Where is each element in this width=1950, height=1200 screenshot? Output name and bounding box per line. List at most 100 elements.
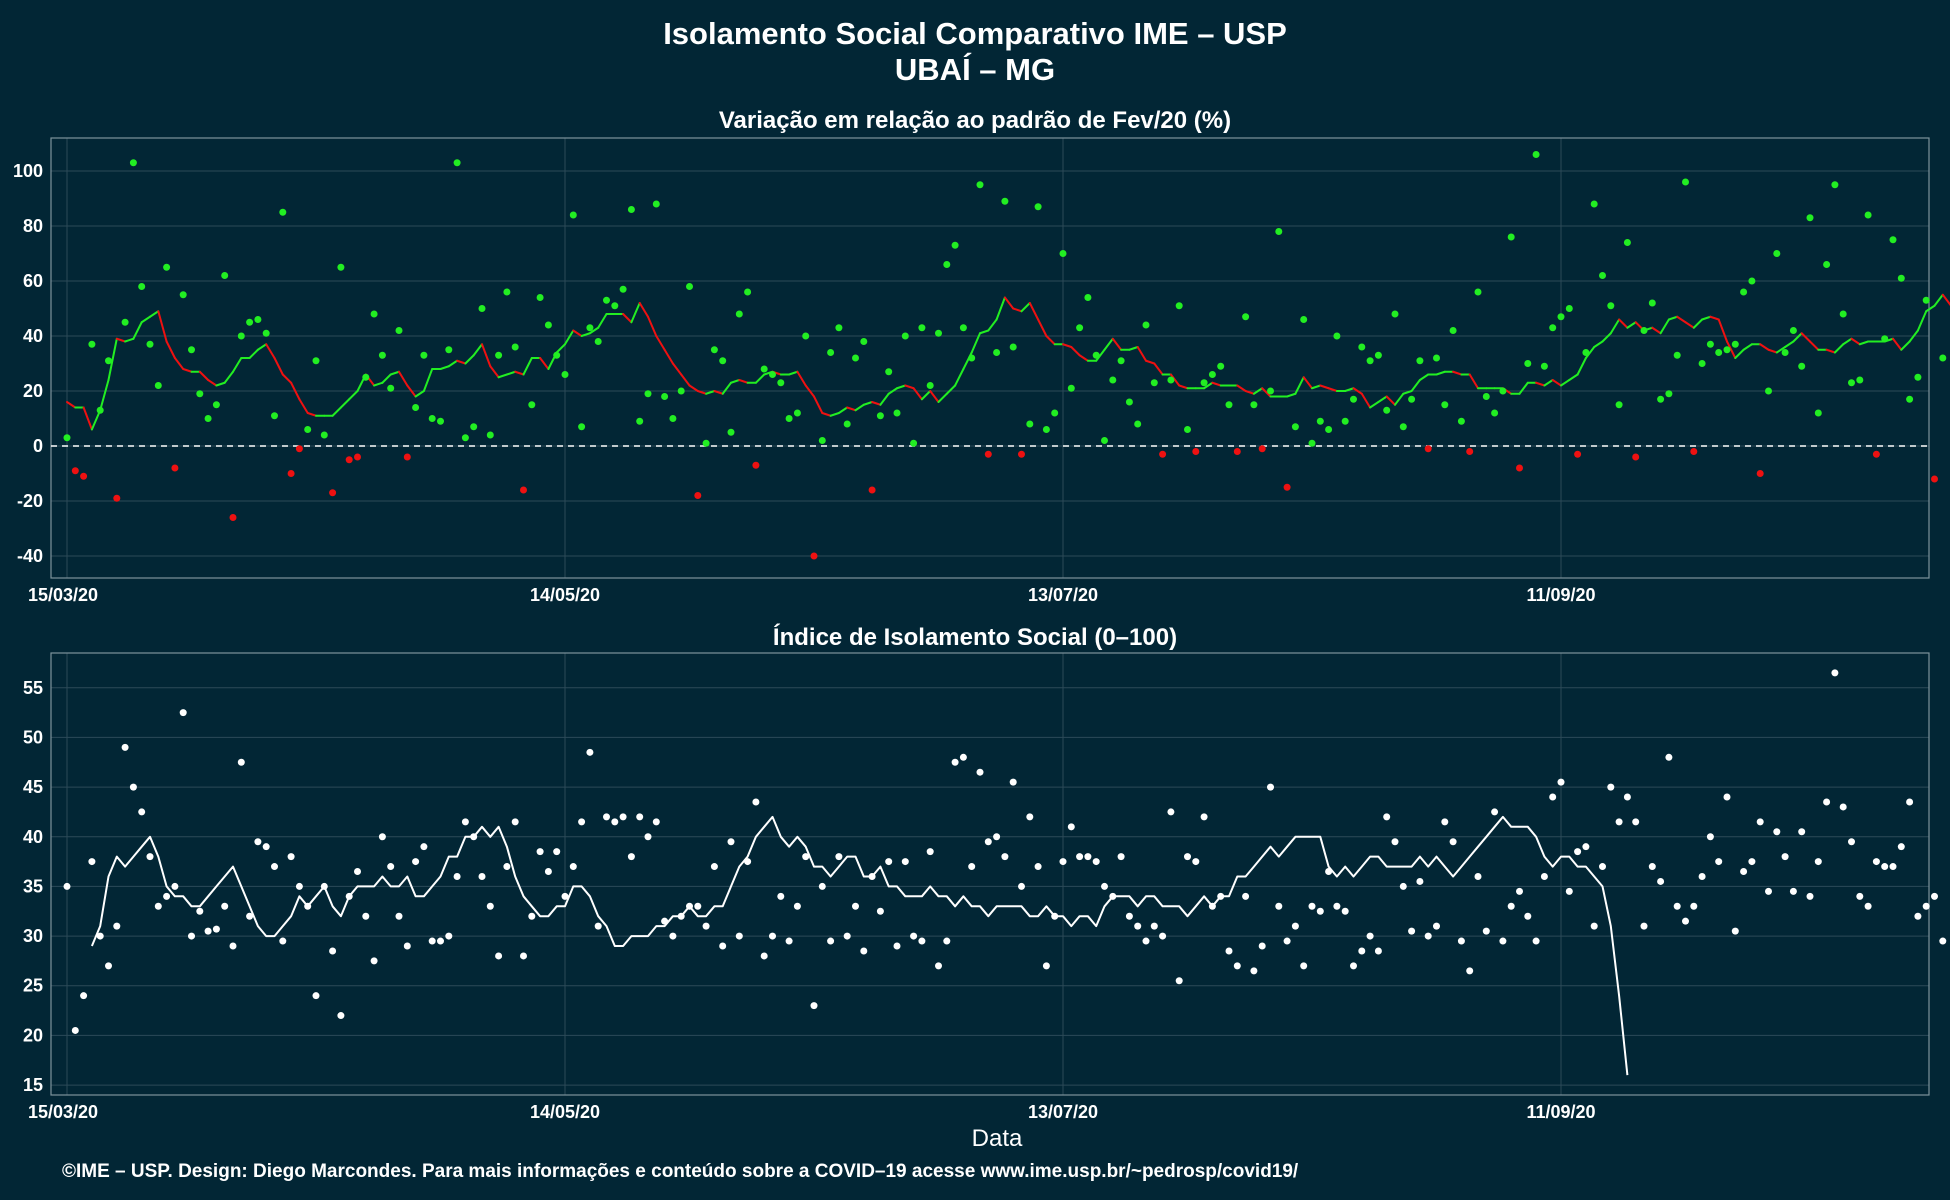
moving-average-segment: [1003, 296, 1015, 310]
data-point: [1831, 181, 1839, 189]
data-point: [495, 952, 503, 960]
data-point: [1582, 349, 1590, 356]
data-point: [544, 321, 552, 329]
data-point: [1416, 357, 1424, 365]
data-point: [1457, 937, 1465, 945]
data-point: [1424, 932, 1432, 940]
data-point: [719, 942, 727, 950]
x-tick-label: 15/03/20: [28, 1102, 98, 1122]
data-point: [1632, 818, 1640, 826]
moving-average-segment: [1037, 318, 1048, 337]
moving-average-segment: [713, 390, 724, 395]
moving-average-segment: [1302, 376, 1313, 390]
data-point: [1466, 967, 1474, 975]
index-panel: 15 20 25 30 35 40 45 50 55 15/03/20 14/05/20 13/07/…: [23, 652, 1947, 1122]
data-point: [1150, 379, 1158, 387]
data-point: [1316, 907, 1324, 915]
data-point: [727, 838, 735, 846]
data-point: [769, 371, 776, 378]
data-point: [105, 962, 112, 970]
data-point: [1308, 439, 1316, 447]
moving-average-segment: [1319, 384, 1330, 390]
data-point: [1391, 310, 1399, 318]
moving-average-segment: [920, 390, 932, 401]
data-point: [88, 340, 96, 348]
y-tick-label: 15: [23, 1075, 43, 1095]
data-point: [254, 316, 262, 323]
data-point: [1001, 853, 1009, 861]
data-point: [1159, 450, 1167, 458]
data-point: [1682, 917, 1689, 925]
moving-average-segment: [1601, 332, 1612, 343]
data-point: [445, 346, 453, 354]
moving-average-segment: [107, 337, 118, 381]
data-point: [744, 288, 752, 296]
moving-average-segment: [99, 379, 110, 412]
moving-average-segment: [1916, 310, 1928, 332]
moving-average-segment: [281, 373, 293, 384]
moving-average-segment: [207, 379, 218, 387]
data-point: [984, 450, 992, 458]
data-point: [362, 373, 370, 381]
data-point: [1814, 858, 1822, 866]
data-point: [171, 882, 179, 890]
data-point: [1250, 967, 1258, 975]
moving-average-segment: [1551, 379, 1562, 387]
data-point: [1524, 360, 1532, 367]
data-point: [1125, 398, 1133, 406]
data-point: [354, 453, 361, 461]
y-tick-label: 50: [23, 727, 43, 747]
y-tick-label: -20: [17, 491, 43, 511]
data-point: [337, 263, 345, 271]
data-point: [486, 431, 494, 439]
data-point: [536, 294, 544, 301]
data-point: [876, 907, 884, 915]
moving-average-segment: [821, 412, 832, 417]
moving-average-segment: [1709, 315, 1720, 321]
data-point: [885, 368, 893, 376]
data-point: [910, 932, 918, 940]
data-point: [1491, 409, 1499, 417]
data-point: [1316, 417, 1324, 425]
data-point: [1839, 803, 1847, 811]
data-point: [1034, 863, 1042, 871]
moving-average-segment: [680, 373, 691, 387]
moving-average-segment: [348, 390, 359, 401]
moving-average-segment: [1742, 343, 1753, 351]
data-point: [1507, 233, 1515, 241]
moving-average-segment: [688, 384, 699, 392]
data-point: [1101, 882, 1108, 890]
data-point: [1341, 907, 1349, 915]
data-point: [88, 858, 96, 866]
data-point: [976, 768, 984, 776]
data-point: [304, 902, 312, 910]
moving-average-segment: [414, 390, 425, 398]
data-point: [520, 952, 527, 960]
moving-average-segment: [422, 368, 434, 392]
data-point: [1848, 379, 1855, 387]
data-point: [1574, 450, 1582, 458]
data-point: [154, 902, 162, 910]
data-point: [1208, 371, 1216, 378]
data-point: [1009, 343, 1017, 351]
moving-average-segment: [1244, 390, 1255, 395]
panel-1-title: Variação em relação ao padrão de Fev/20 …: [719, 107, 1231, 134]
data-point: [221, 902, 229, 910]
moving-average-segment: [82, 406, 93, 431]
data-point: [810, 1002, 818, 1010]
moving-average-segment: [215, 381, 226, 387]
data-point: [1789, 887, 1797, 895]
moving-average-segment: [837, 406, 849, 414]
data-point: [1740, 288, 1748, 296]
data-point: [1076, 324, 1084, 332]
data-point: [262, 843, 270, 851]
moving-average-segment: [115, 337, 127, 343]
moving-average-segment: [182, 368, 193, 373]
data-point: [237, 332, 245, 340]
moving-average-segment: [1560, 379, 1571, 387]
data-point: [420, 843, 428, 851]
data-point: [760, 952, 768, 960]
data-point: [1665, 390, 1673, 398]
data-point: [528, 912, 536, 920]
